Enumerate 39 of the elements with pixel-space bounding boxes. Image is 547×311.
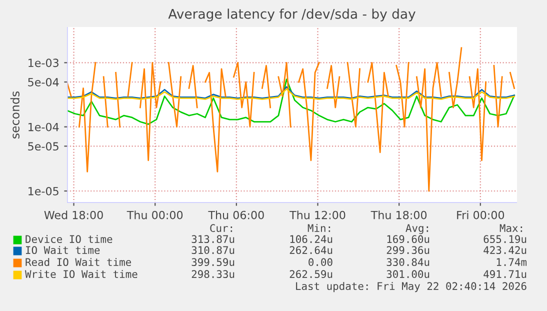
legend-label: IO Wait time	[26, 246, 100, 254]
y-tick-label: 5e-05	[28, 142, 58, 151]
line-series	[67, 78, 515, 125]
text: 1.74m	[496, 258, 527, 266]
y-tick-label: 1e-03	[28, 58, 58, 68]
text: 423.42u	[484, 246, 526, 254]
text: Max:	[500, 224, 522, 232]
text: 262.64u	[290, 246, 332, 254]
text: 655.19u	[484, 235, 526, 244]
text: 106.24u	[290, 235, 332, 244]
text: 330.84u	[386, 258, 430, 266]
chart-title: Average latency for /dev/sda - by day	[168, 8, 416, 22]
text: 399.59u	[192, 258, 234, 266]
x-tick-label: Thu 12:00	[290, 210, 346, 220]
x-tick-label: Thu 00:00	[126, 210, 183, 220]
text: Last update: Fri May 22 02:40:14 2026	[296, 282, 526, 292]
text: 310.87u	[192, 246, 234, 254]
text: Min:	[308, 224, 330, 232]
x-tick-label: Wed 18:00	[44, 210, 103, 220]
text: 0.00	[308, 258, 332, 266]
x-tick-label: Thu 18:00	[370, 210, 427, 220]
text: Cur:	[210, 224, 232, 232]
y-tick-label: 1e-04	[28, 122, 59, 132]
text: 262.59u	[290, 270, 332, 278]
legend-label: Device IO time	[26, 234, 112, 244]
x-tick-label: Fri 00:00	[457, 210, 504, 220]
text: 169.60u	[387, 235, 430, 244]
text: Avg:	[406, 224, 428, 234]
text: 299.36u	[386, 246, 430, 254]
text: 313.87u	[192, 235, 234, 244]
y-tick-label: 1e-05	[28, 186, 58, 196]
text: 298.33u	[192, 270, 234, 278]
y-axis-title: seconds	[10, 91, 20, 138]
y-tick-label: 5e-04	[28, 78, 59, 86]
text: 491.71u	[484, 270, 526, 278]
legend-label: Write IO Wait time	[25, 270, 138, 278]
x-tick-label: Thu 06:00	[208, 210, 264, 220]
text: 301.00u	[386, 270, 430, 278]
legend-label: Read IO Wait time	[26, 258, 131, 266]
